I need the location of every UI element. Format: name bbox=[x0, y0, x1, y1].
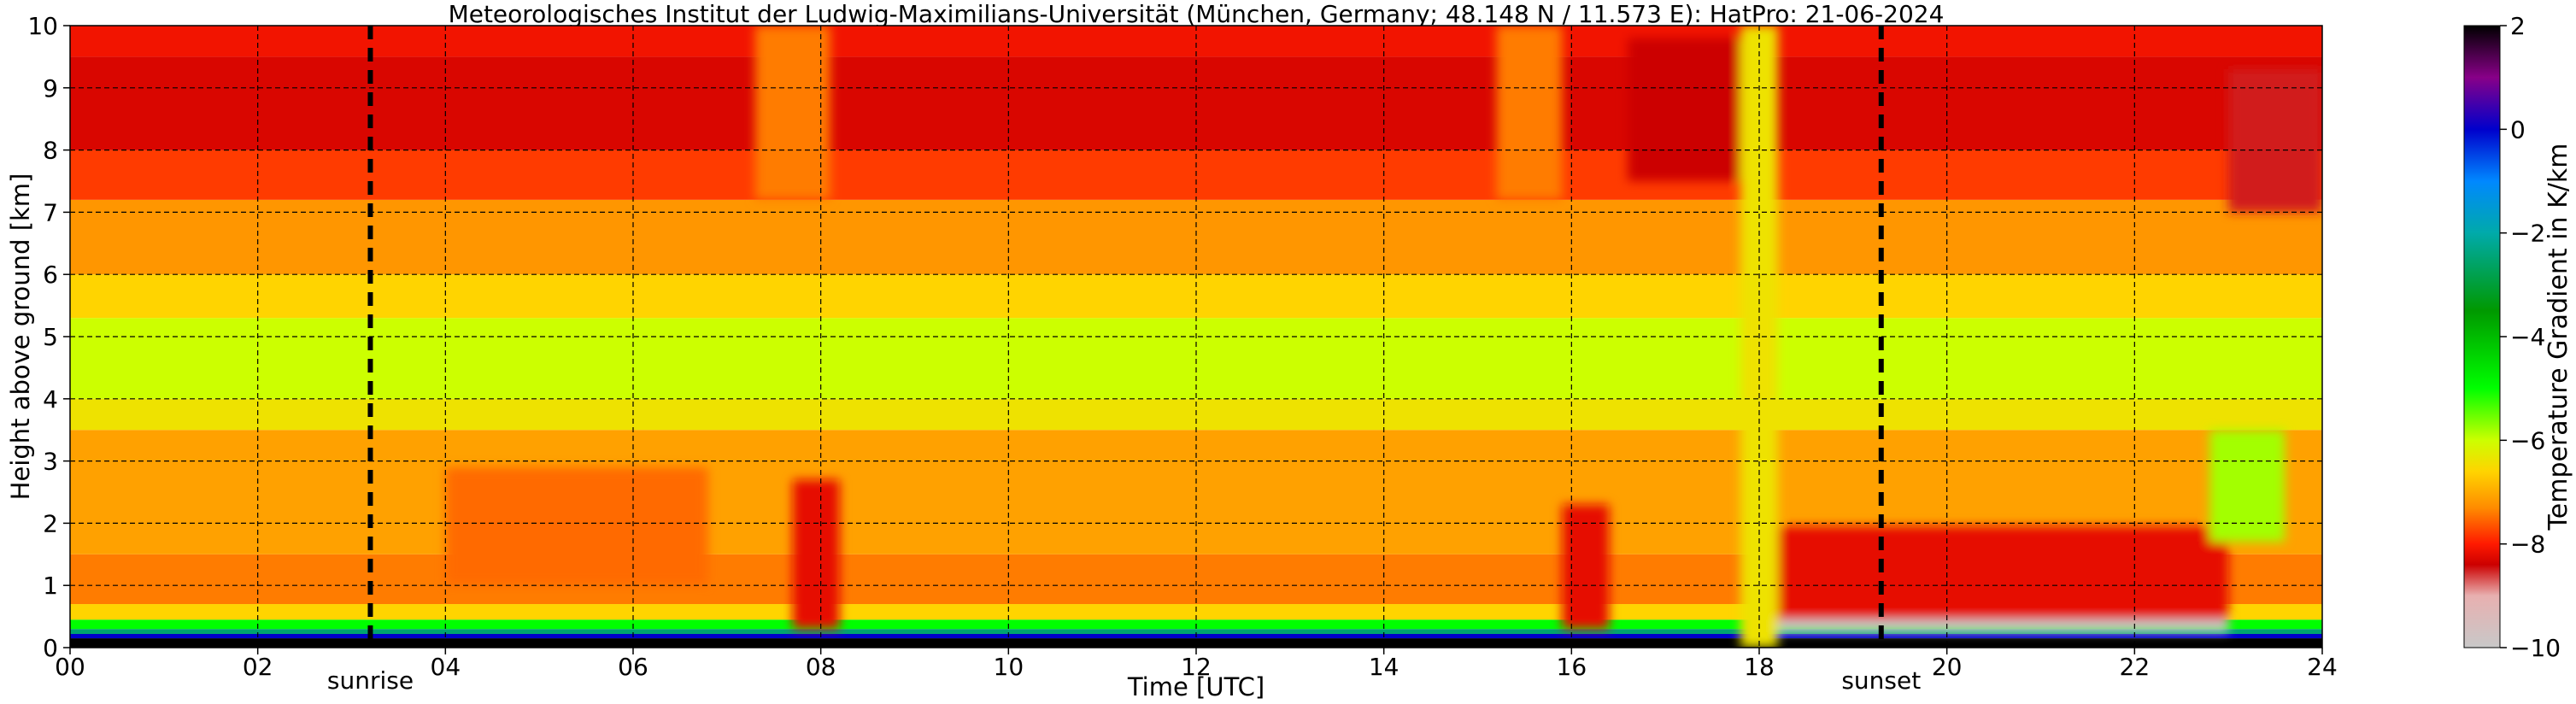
colorbar-tick-label: −6 bbox=[2510, 426, 2545, 455]
y-tick-label: 9 bbox=[43, 74, 58, 103]
marker-label-sunrise: sunrise bbox=[327, 666, 414, 695]
grid-lines bbox=[70, 26, 2322, 648]
x-tick-label: 00 bbox=[55, 653, 85, 681]
feature-6 bbox=[2228, 68, 2322, 213]
feature-5 bbox=[2209, 430, 2286, 543]
feature-8 bbox=[754, 26, 830, 200]
feature-4 bbox=[445, 466, 708, 586]
x-tick-label: 16 bbox=[1557, 653, 1587, 681]
y-tick-label: 7 bbox=[43, 198, 58, 226]
x-axis-label: Time [UTC] bbox=[1127, 672, 1265, 701]
colorbar-tick-label: 0 bbox=[2510, 115, 2526, 144]
feature-2 bbox=[1759, 526, 2229, 630]
x-tick-label: 12 bbox=[1181, 653, 1212, 681]
x-tick-label: 20 bbox=[1932, 653, 1963, 681]
x-tick-label: 24 bbox=[2307, 653, 2338, 681]
colorbar-tick-label: 2 bbox=[2510, 12, 2526, 40]
y-tick-label: 3 bbox=[43, 448, 58, 476]
height-band-2 bbox=[70, 629, 2322, 634]
x-tick-label: 02 bbox=[243, 653, 273, 681]
colorbar-tick-label: −2 bbox=[2510, 220, 2545, 248]
x-tick-label: 06 bbox=[618, 653, 648, 681]
y-tick-label: 4 bbox=[43, 385, 58, 414]
feature-0 bbox=[792, 479, 840, 630]
y-tick-label: 5 bbox=[43, 323, 58, 351]
x-tick-label: 14 bbox=[1369, 653, 1399, 681]
y-axis: 0 1 2 3 4 5 6 7 8 9 10 bbox=[27, 12, 70, 662]
marker-label-sunset: sunset bbox=[1841, 666, 1921, 695]
x-tick-label: 18 bbox=[1744, 653, 1775, 681]
y-tick-label: 8 bbox=[43, 137, 58, 165]
colorbar-gradient bbox=[2463, 25, 2501, 648]
sun-markers: sunrise sunset bbox=[327, 26, 1921, 695]
x-axis: 00 02 04 06 08 10 12 14 16 18 20 22 24 bbox=[55, 648, 2338, 681]
x-tick-label: 08 bbox=[806, 653, 836, 681]
colorbar-tick-label: −4 bbox=[2510, 323, 2545, 351]
feature-1 bbox=[1562, 504, 1610, 630]
y-tick-label: 2 bbox=[43, 509, 58, 537]
x-tick-label: 04 bbox=[431, 653, 461, 681]
feature-9 bbox=[1496, 26, 1563, 200]
colorbar-tick-label: −10 bbox=[2510, 634, 2561, 662]
colorbar: 2 0 −2 −4 −6 −8 −10 Temperature Gradient in K/… bbox=[2463, 12, 2573, 662]
y-axis-label: Height above ground [km] bbox=[6, 173, 35, 501]
colorbar-label: Temperature Gradient in K/km bbox=[2544, 144, 2573, 531]
feature-3 bbox=[1759, 619, 2229, 632]
y-tick-label: 10 bbox=[27, 12, 58, 40]
y-tick-label: 0 bbox=[43, 634, 58, 662]
feature-7 bbox=[1628, 38, 1741, 182]
y-tick-label: 1 bbox=[43, 572, 58, 600]
x-tick-label: 10 bbox=[994, 653, 1024, 681]
chart-title: Meteorologisches Institut der Ludwig-Max… bbox=[449, 0, 1945, 28]
colorbar-tick-label: −8 bbox=[2510, 531, 2545, 559]
colorbar-ticks: 2 0 −2 −4 −6 −8 −10 bbox=[2500, 12, 2561, 662]
y-tick-label: 6 bbox=[43, 261, 58, 289]
x-tick-label: 22 bbox=[2120, 653, 2151, 681]
height-band-10 bbox=[70, 199, 2322, 275]
